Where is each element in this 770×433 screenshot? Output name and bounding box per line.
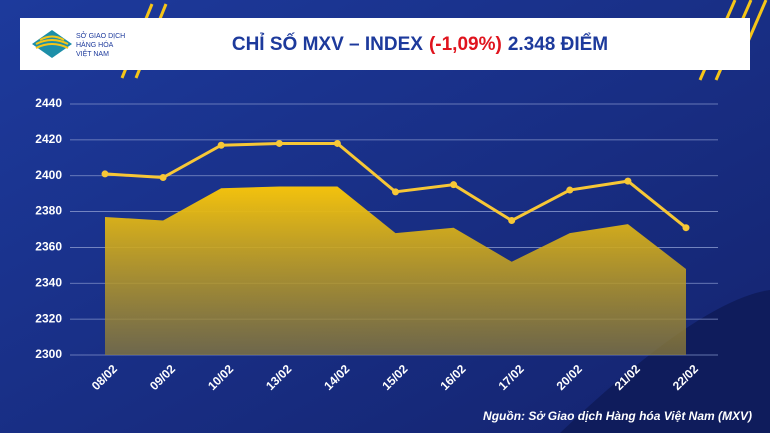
- point: [217, 141, 225, 149]
- y-tick-label: 2340: [35, 275, 62, 289]
- logo-text: VIỆT NAM: [76, 49, 109, 58]
- point: [392, 188, 399, 196]
- y-tick-label: 2360: [35, 240, 62, 254]
- point: [450, 181, 458, 189]
- chart-title: CHỈ SỐ MXV – INDEX (-1,09%) 2.348 ĐIỂM: [232, 33, 608, 55]
- point: [624, 177, 632, 185]
- point: [159, 174, 167, 182]
- title-part: CHỈ SỐ MXV – INDEX: [232, 33, 423, 55]
- y-tick-label: 2420: [35, 132, 62, 146]
- title-part: 2.348 ĐIỂM: [508, 33, 608, 55]
- header-bar: [20, 18, 750, 70]
- y-tick-label: 2380: [35, 204, 62, 218]
- logo-text: SỞ GIAO DỊCH: [76, 31, 125, 40]
- title-change: (-1,09%): [429, 34, 502, 55]
- source: Nguồn: Sở Giao dịch Hàng hóa Việt Nam (M…: [483, 409, 752, 423]
- y-tick-label: 2440: [35, 96, 62, 110]
- y-tick-label: 2300: [35, 347, 62, 361]
- decor: [560, 290, 770, 433]
- logo: SỞ GIAO DỊCH HÀNG HÓA VIỆT NAM: [32, 30, 125, 58]
- point: [101, 170, 109, 178]
- y-tick-label: 2320: [35, 311, 62, 325]
- point: [508, 217, 516, 225]
- area: [105, 186, 686, 355]
- point: [275, 139, 283, 147]
- point: [566, 186, 574, 194]
- point: [333, 139, 341, 147]
- y-tick-label: 2400: [35, 168, 62, 182]
- logo-text: HÀNG HÓA: [76, 40, 114, 49]
- point: [682, 224, 690, 232]
